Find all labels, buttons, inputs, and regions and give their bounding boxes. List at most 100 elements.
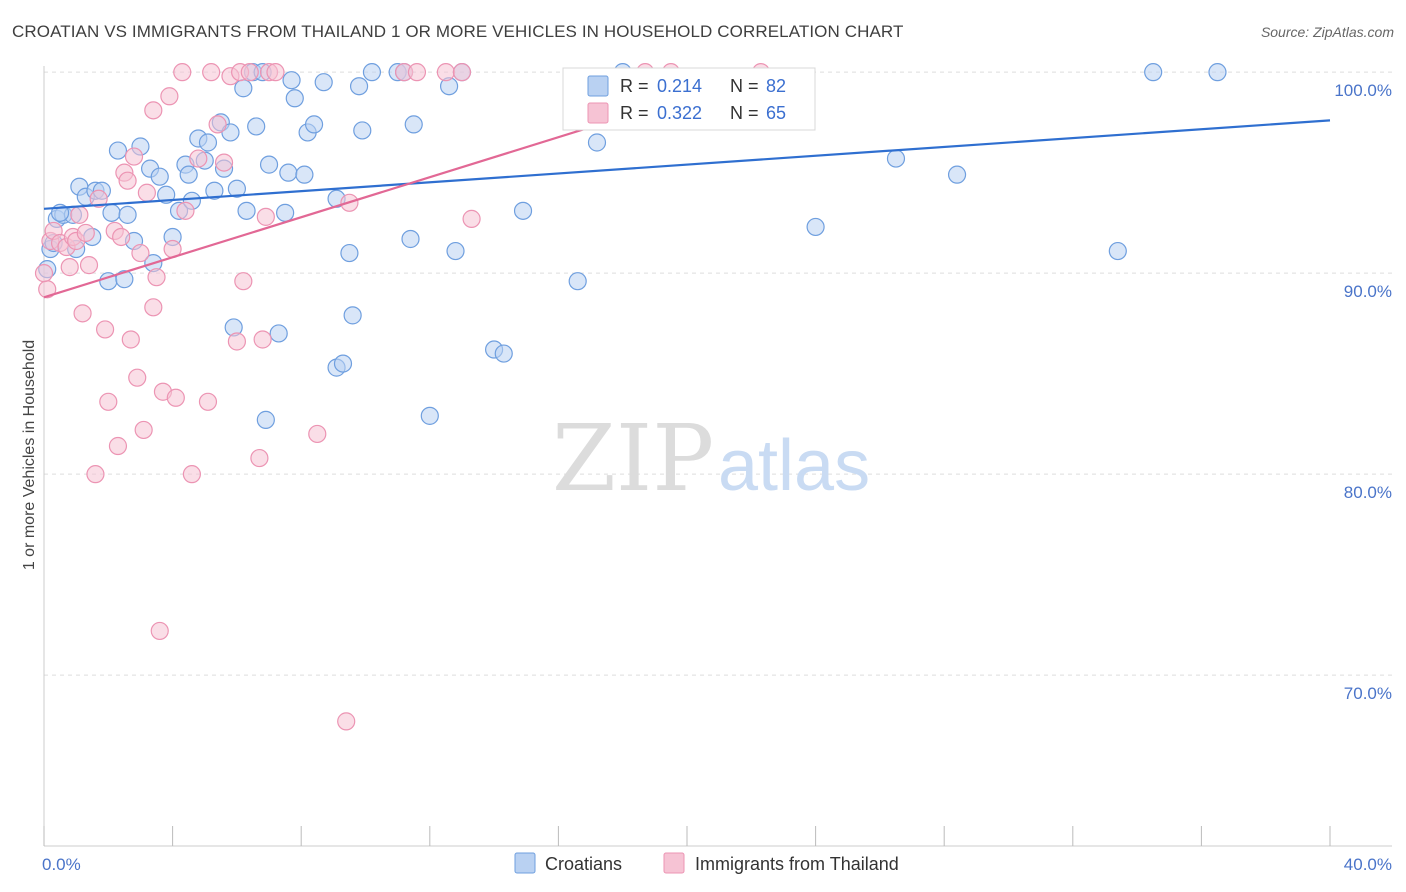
- point-thailand: [73, 304, 92, 323]
- point-croatians: [295, 165, 314, 184]
- point-croatians: [1208, 63, 1227, 82]
- point-thailand: [256, 207, 275, 226]
- point-thailand: [308, 424, 327, 444]
- point-thailand: [198, 392, 218, 411]
- x-tick-label-left: 0.0%: [42, 855, 81, 874]
- chart-title: CROATIAN VS IMMIGRANTS FROM THAILAND 1 O…: [12, 22, 904, 41]
- point-croatians: [108, 141, 128, 160]
- point-thailand: [202, 63, 221, 82]
- point-croatians: [947, 165, 967, 184]
- point-croatians: [269, 324, 288, 343]
- point-croatians: [1108, 241, 1127, 261]
- point-thailand: [208, 115, 227, 134]
- point-croatians: [587, 133, 607, 152]
- point-thailand: [227, 332, 246, 351]
- point-thailand: [79, 256, 99, 275]
- point-croatians: [494, 344, 513, 363]
- legend-r-value-1: 0.322: [657, 103, 702, 123]
- point-thailand: [407, 63, 427, 82]
- legend-n-label-1: N =: [730, 103, 759, 123]
- point-croatians: [227, 179, 246, 198]
- point-croatians: [179, 165, 198, 184]
- point-croatians: [333, 354, 353, 373]
- point-thailand: [70, 205, 89, 224]
- point-thailand: [124, 147, 144, 166]
- legend-r-label-0: R =: [620, 76, 649, 96]
- trend-line-croatians: [43, 119, 1331, 210]
- point-thailand: [234, 272, 253, 291]
- point-croatians: [237, 201, 256, 220]
- point-croatians: [205, 181, 224, 200]
- point-croatians: [513, 201, 533, 220]
- stats-legend: R = 0.214 N = 82 R = 0.322 N = 65: [562, 67, 816, 131]
- point-thailand: [436, 63, 455, 82]
- point-croatians: [259, 155, 279, 174]
- point-croatians: [420, 406, 439, 425]
- legend-n-value-0: 82: [766, 76, 786, 96]
- bottom-legend-swatch-croatians: [514, 852, 536, 874]
- watermark-atlas: atlas: [718, 426, 870, 506]
- point-thailand: [266, 63, 285, 82]
- legend-r-value-0: 0.214: [657, 76, 702, 96]
- point-croatians: [401, 229, 420, 249]
- legend-n-label-0: N =: [730, 76, 759, 96]
- watermark-zip: ZIP: [552, 405, 714, 512]
- point-thailand: [166, 388, 185, 407]
- point-croatians: [568, 272, 587, 291]
- bottom-legend-swatch-thailand: [663, 852, 685, 874]
- point-thailand: [60, 258, 79, 277]
- y-tick-labels: 100.0% 90.0% 80.0% 70.0%: [1334, 81, 1392, 703]
- point-thailand: [452, 63, 472, 82]
- point-thailand: [462, 209, 481, 228]
- point-thailand: [118, 171, 137, 190]
- point-croatians: [446, 241, 465, 261]
- point-croatians: [157, 185, 176, 204]
- y-tick-label: 100.0%: [1334, 81, 1392, 100]
- legend-swatch-thailand: [587, 102, 609, 124]
- point-thailand: [189, 149, 208, 168]
- point-croatians: [221, 123, 240, 142]
- point-croatians: [353, 121, 372, 140]
- point-thailand: [76, 223, 95, 243]
- point-croatians: [285, 89, 304, 108]
- point-thailand: [147, 268, 166, 287]
- y-tick-label: 80.0%: [1344, 483, 1392, 502]
- y-axis-label: 1 or more Vehicles in Household: [21, 340, 38, 570]
- point-croatians: [150, 167, 169, 186]
- point-thailand: [131, 243, 150, 263]
- x-tick-labels: 0.0% 40.0%: [42, 855, 1392, 874]
- point-thailand: [86, 465, 105, 484]
- point-thailand: [214, 153, 234, 172]
- point-thailand: [134, 420, 153, 440]
- y-tick-label: 70.0%: [1344, 684, 1392, 703]
- point-croatians: [314, 73, 333, 92]
- point-croatians: [806, 217, 825, 237]
- point-croatians: [118, 205, 137, 224]
- point-croatians: [234, 79, 253, 98]
- x-tick-label-right: 40.0%: [1344, 855, 1392, 874]
- point-thailand: [150, 621, 169, 641]
- point-croatians: [362, 63, 382, 82]
- point-thailand: [89, 189, 108, 208]
- point-croatians: [349, 77, 369, 96]
- watermark: ZIP atlas: [552, 405, 870, 512]
- point-thailand: [176, 201, 195, 220]
- point-croatians: [343, 306, 362, 325]
- point-thailand: [128, 368, 147, 387]
- point-croatians: [886, 149, 906, 168]
- point-croatians: [256, 410, 275, 429]
- point-thailand: [95, 320, 115, 339]
- point-thailand: [108, 436, 128, 456]
- point-thailand: [160, 87, 179, 106]
- point-croatians: [247, 117, 266, 136]
- series-legend: Croatians Immigrants from Thailand: [514, 852, 899, 874]
- point-thailand: [250, 448, 269, 468]
- point-croatians: [304, 115, 324, 134]
- point-croatians: [198, 133, 218, 152]
- point-thailand: [99, 392, 118, 411]
- point-croatians: [276, 203, 295, 222]
- point-thailand: [240, 63, 259, 82]
- point-thailand: [253, 330, 272, 349]
- point-croatians: [1144, 63, 1163, 82]
